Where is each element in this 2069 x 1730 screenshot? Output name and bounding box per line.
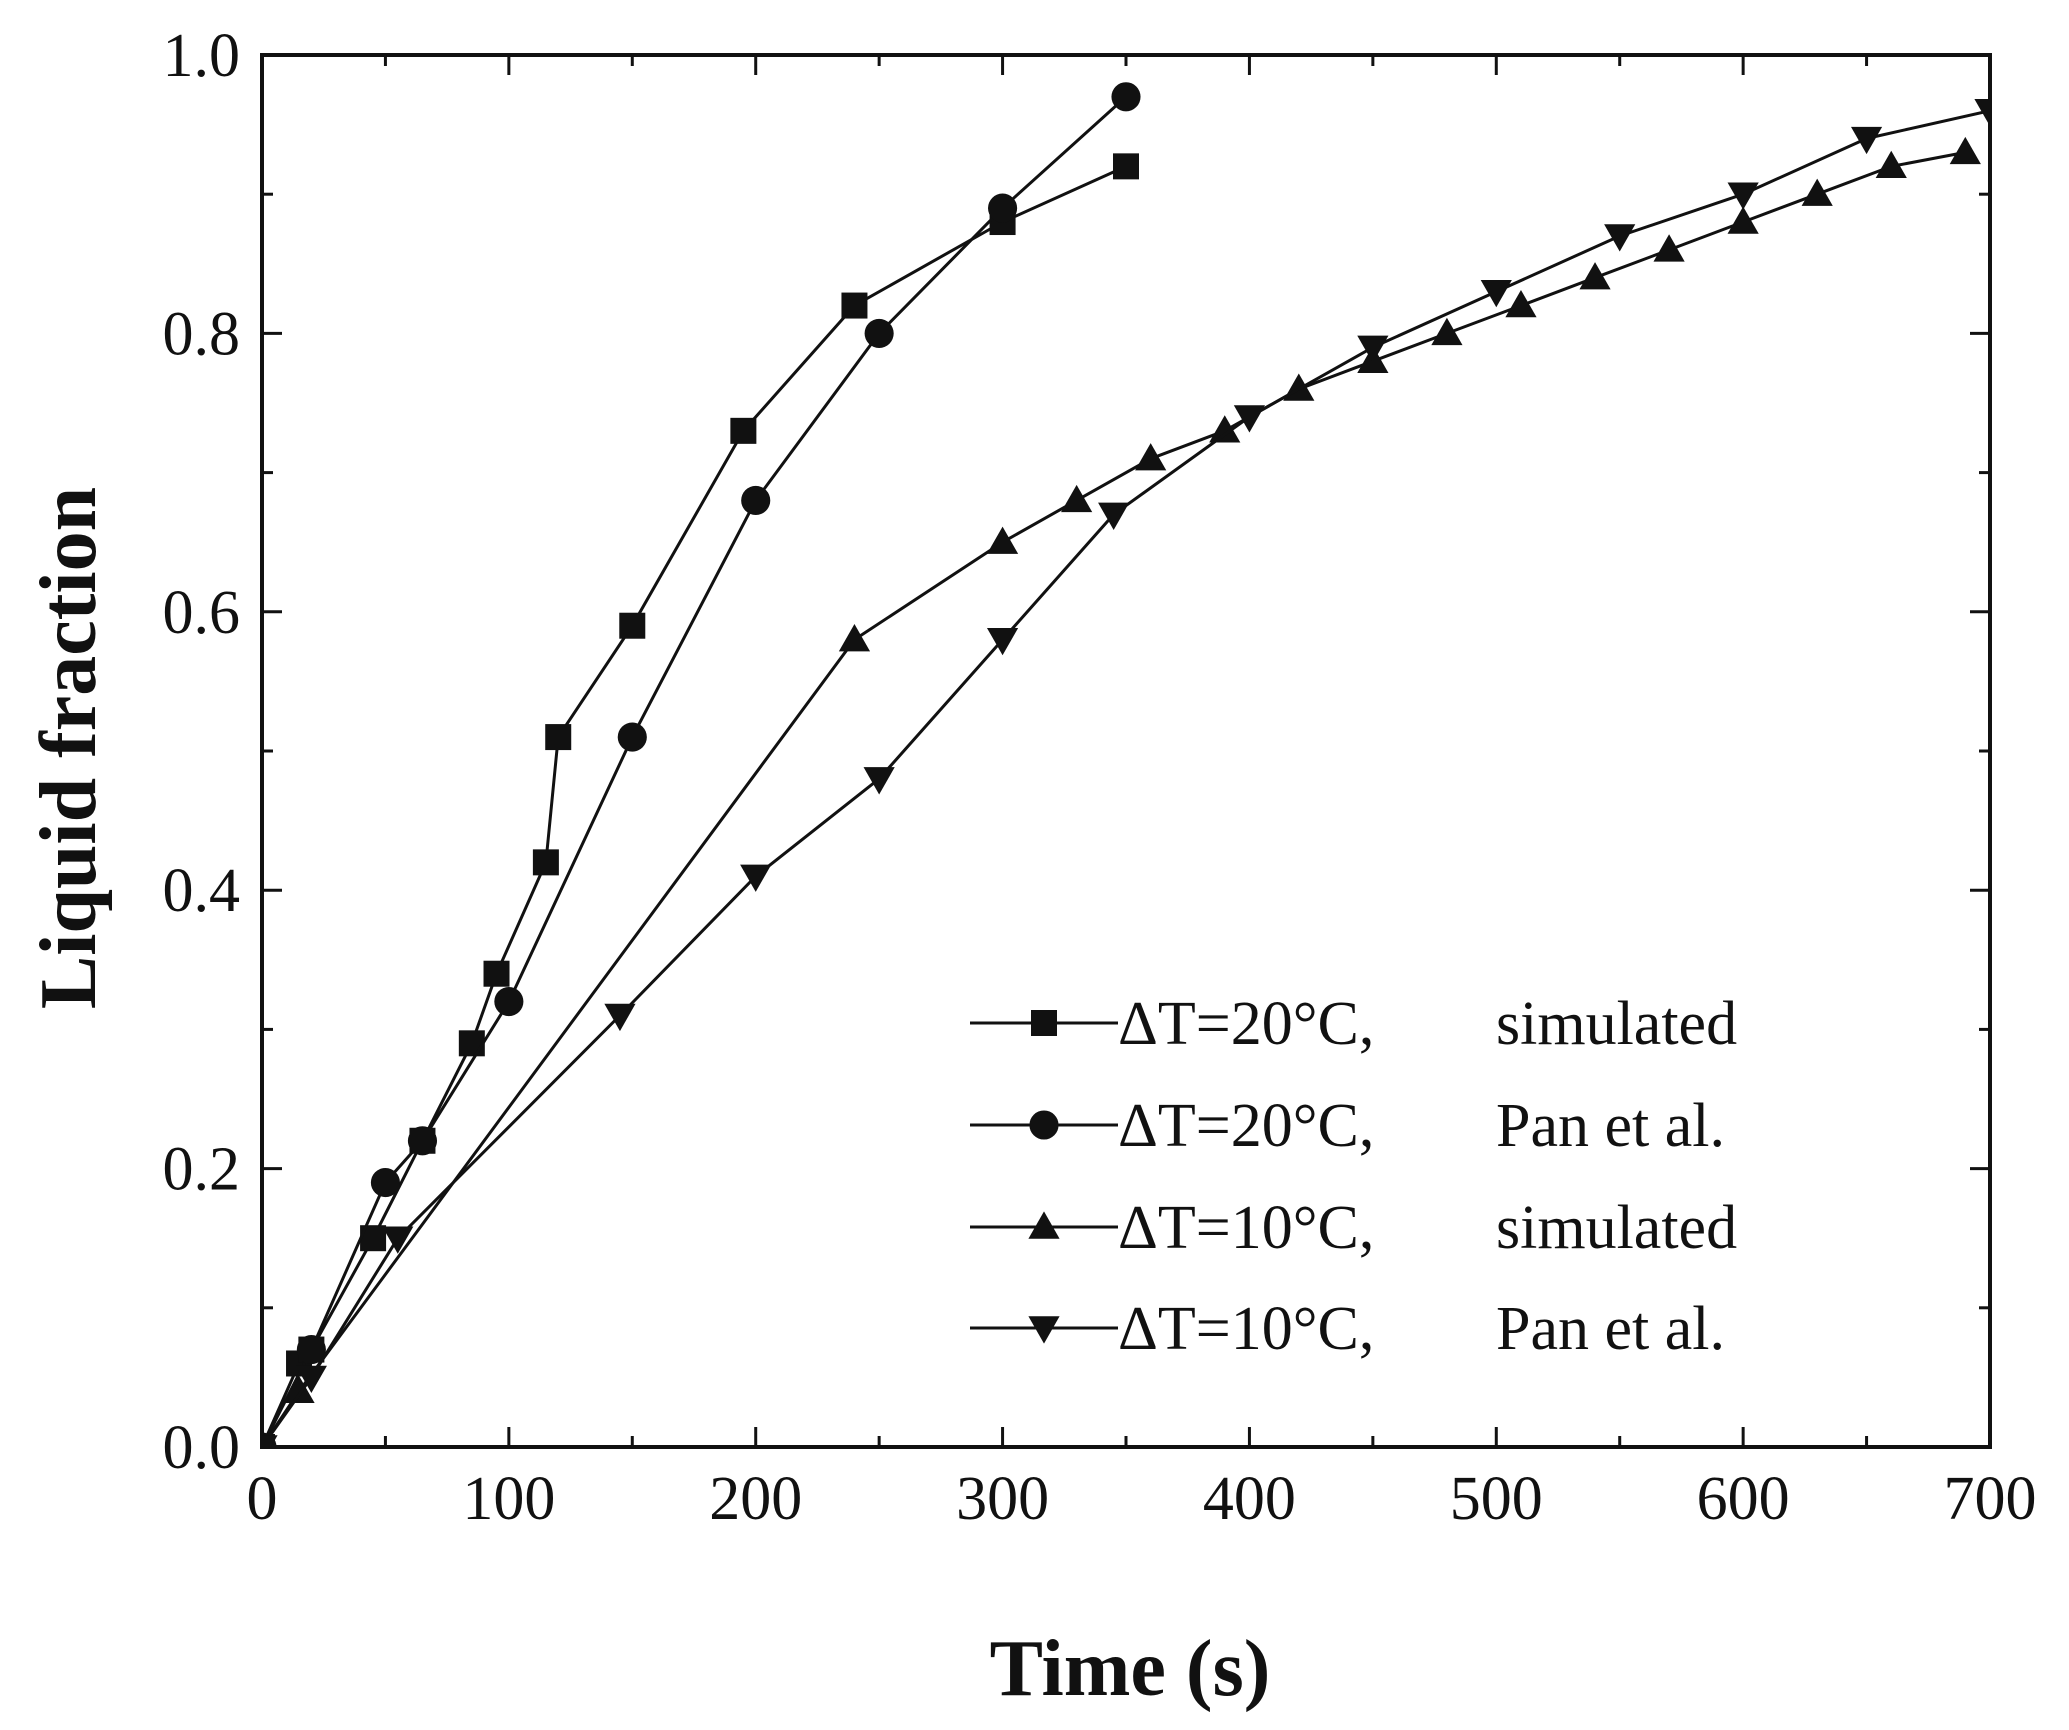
legend-marker: [1028, 1211, 1060, 1239]
data-point: [986, 526, 1019, 554]
x-axis-title: Time (s): [990, 1625, 1271, 1713]
x-tick-label: 100: [462, 1465, 555, 1533]
y-tick-label: 1.0: [163, 22, 241, 90]
data-point: [730, 417, 757, 444]
data-point: [1604, 224, 1636, 252]
data-point: [1135, 443, 1167, 471]
data-point: [1727, 206, 1759, 234]
data-point: [988, 193, 1018, 223]
x-tick-label: 300: [956, 1465, 1049, 1533]
legend-label: ΔT=10°C,: [1118, 1295, 1374, 1363]
data-point: [295, 1365, 327, 1393]
data-point: [382, 1226, 414, 1254]
y-tick-label: 0.0: [163, 1414, 241, 1482]
data-point: [1653, 234, 1685, 262]
legend-marker: [1029, 1110, 1059, 1140]
data-point: [296, 1335, 326, 1365]
data-point: [986, 627, 1019, 656]
legend-label-source: simulated: [1496, 990, 1737, 1058]
data-point: [863, 767, 895, 795]
data-point: [262, 1435, 278, 1447]
data-point: [1111, 82, 1141, 112]
data-point: [1480, 279, 1512, 308]
x-tick-label: 200: [709, 1465, 802, 1533]
data-point: [458, 1030, 485, 1057]
data-point: [838, 624, 871, 652]
series-2: [262, 82, 1141, 1447]
legend-label-source: simulated: [1496, 1194, 1737, 1262]
y-tick-label: 0.6: [163, 579, 241, 647]
series-2-line: [262, 95, 1128, 1447]
data-point: [1113, 153, 1139, 180]
legend-marker: [1031, 1010, 1057, 1036]
data-point: [604, 1003, 636, 1032]
x-tick-label: 0: [247, 1465, 278, 1533]
y-tick-label: 0.4: [163, 857, 241, 925]
data-point: [1875, 150, 1907, 179]
legend-item-3: ΔT=10°C, simulated: [970, 1194, 1737, 1262]
data-point: [1850, 126, 1883, 155]
data-point: [864, 318, 894, 348]
data-point: [1727, 182, 1759, 210]
data-point: [1949, 136, 1981, 165]
data-point: [1233, 405, 1266, 433]
data-point: [1579, 262, 1611, 290]
y-tick-label: 0.2: [163, 1136, 241, 1204]
data-point: [1357, 335, 1389, 363]
data-point: [1505, 289, 1537, 318]
data-point: [1061, 484, 1093, 513]
data-point: [619, 612, 646, 639]
data-point: [1974, 98, 1990, 127]
legend-label: ΔT=10°C,: [1118, 1194, 1374, 1262]
data-point: [1098, 502, 1130, 530]
data-point: [494, 987, 524, 1017]
legend-item-1: ΔT=20°C, simulated: [970, 990, 1737, 1058]
legend-item-4: ΔT=10°C, Pan et al.: [970, 1295, 1725, 1363]
x-tick-label: 400: [1203, 1465, 1296, 1533]
data-point: [1209, 415, 1241, 443]
data-point: [407, 1126, 438, 1156]
x-tick-label: 600: [1697, 1465, 1790, 1533]
data-point: [740, 864, 772, 892]
series-1-line: [262, 165, 1127, 1447]
data-point: [617, 722, 647, 752]
series-4: [262, 98, 1990, 1447]
data-point: [841, 292, 868, 319]
y-axis-title: Liquid fraction: [25, 487, 113, 1009]
x-tick-label: 700: [1944, 1465, 2037, 1533]
legend-label-source: Pan et al.: [1496, 1092, 1725, 1160]
data-point: [283, 1375, 315, 1404]
y-tick-label: 0.8: [163, 300, 241, 368]
legend-marker: [1028, 1316, 1060, 1344]
data-point: [1431, 317, 1463, 346]
legend-label-source: Pan et al.: [1496, 1295, 1725, 1363]
data-point: [741, 485, 771, 515]
legend-label: ΔT=20°C,: [1118, 1092, 1374, 1160]
data-point: [483, 960, 510, 987]
data-point: [1801, 178, 1833, 206]
data-point: [532, 849, 559, 876]
legend-label: ΔT=20°C,: [1118, 990, 1374, 1058]
data-point: [370, 1167, 400, 1198]
x-tick-label: 500: [1450, 1465, 1543, 1533]
legend-item-2: ΔT=20°C, Pan et al.: [970, 1092, 1725, 1160]
data-point: [545, 724, 572, 751]
